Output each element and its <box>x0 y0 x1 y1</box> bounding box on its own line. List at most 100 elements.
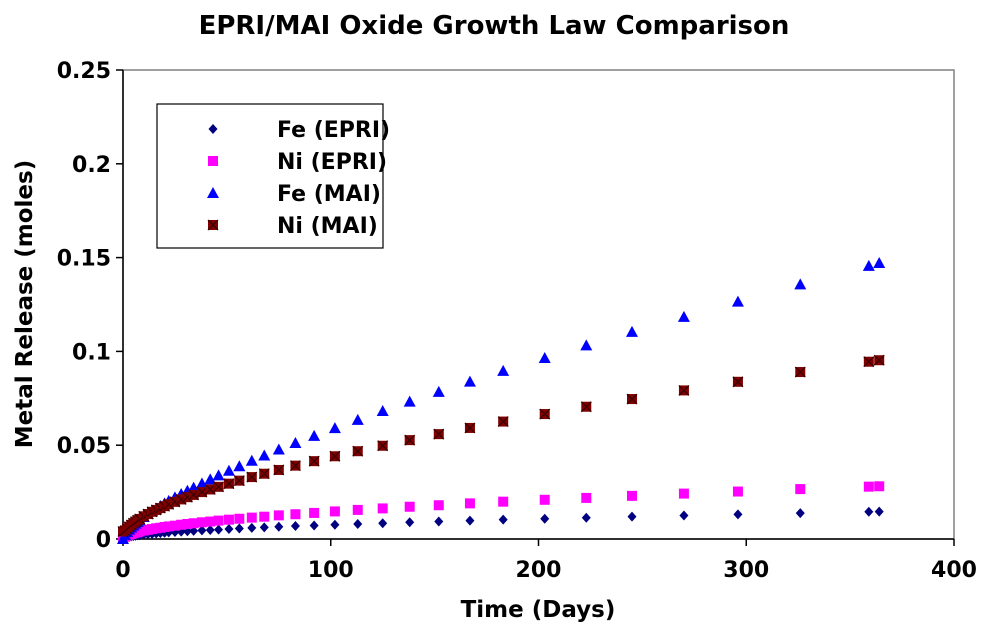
y-tick-label: 0.25 <box>57 59 111 84</box>
data-point <box>873 354 885 366</box>
data-point <box>197 525 207 536</box>
data-point <box>330 519 340 530</box>
data-point <box>403 395 416 407</box>
x-tick-label: 100 <box>308 558 354 583</box>
data-point <box>169 520 180 531</box>
data-point <box>222 464 235 476</box>
data-point <box>223 478 235 490</box>
legend-box <box>156 103 384 249</box>
data-point <box>223 514 234 525</box>
marker-cross <box>873 354 885 366</box>
marker-cross <box>207 219 219 231</box>
legend-marker <box>208 124 218 134</box>
data-point <box>204 473 217 485</box>
data-point <box>795 508 805 519</box>
data-point <box>289 436 302 448</box>
data-point <box>259 522 269 533</box>
data-point <box>272 443 285 455</box>
data-point <box>377 503 388 514</box>
y-axis-title: Metal Release (moles) <box>12 160 38 448</box>
data-point <box>731 295 744 307</box>
data-point <box>733 509 743 520</box>
data-point <box>274 521 284 532</box>
data-point <box>378 518 388 529</box>
data-point <box>234 523 244 534</box>
marker-cross <box>377 440 389 452</box>
data-point <box>498 496 509 507</box>
y-tick-label: 0.2 <box>72 153 111 178</box>
data-point <box>497 416 509 428</box>
data-point <box>233 475 245 487</box>
legend-label: Fe (EPRI) <box>277 118 390 143</box>
data-point <box>308 429 321 441</box>
data-point <box>233 460 246 472</box>
legend-marker <box>208 156 218 166</box>
data-point <box>464 422 476 434</box>
marker-cross <box>863 356 875 368</box>
data-point <box>246 471 258 483</box>
data-point <box>182 518 193 529</box>
data-point <box>205 516 216 527</box>
data-point <box>794 278 807 290</box>
data-point <box>679 510 689 521</box>
data-point <box>794 366 806 378</box>
data-point <box>195 477 208 489</box>
data-point <box>351 413 364 425</box>
data-point <box>580 401 592 413</box>
data-point <box>677 310 690 322</box>
data-point <box>464 498 475 509</box>
data-point <box>433 428 445 440</box>
marker-cross <box>273 464 285 476</box>
data-point <box>273 510 284 521</box>
marker-cross <box>678 384 690 396</box>
data-point <box>874 481 885 492</box>
y-tick-label: 0 <box>96 528 111 553</box>
data-point <box>328 422 341 434</box>
data-point <box>205 524 215 535</box>
data-point <box>176 519 187 530</box>
legend-marker <box>207 219 219 231</box>
data-point <box>873 257 886 269</box>
y-tick-label: 0.05 <box>57 434 111 459</box>
marker-cross <box>464 422 476 434</box>
data-point <box>376 405 389 417</box>
data-point <box>246 512 257 523</box>
data-point <box>258 468 270 480</box>
marker-cross <box>258 468 270 480</box>
data-point <box>626 393 638 405</box>
data-point <box>188 518 199 529</box>
data-point <box>224 524 234 535</box>
marker-cross <box>308 455 320 467</box>
data-point <box>309 520 319 531</box>
series-1 <box>118 481 885 544</box>
data-point <box>245 454 258 466</box>
data-point <box>405 517 415 528</box>
data-point <box>289 460 301 472</box>
data-point <box>626 490 637 501</box>
marker-cross <box>223 478 235 490</box>
data-point <box>329 450 341 462</box>
data-point <box>434 516 444 527</box>
data-point <box>538 351 551 363</box>
data-point <box>352 504 363 515</box>
marker-cross <box>539 408 551 420</box>
data-point <box>539 408 551 420</box>
data-point <box>581 512 591 523</box>
data-point <box>213 515 224 526</box>
data-point <box>273 464 285 476</box>
plot-area: 0 0.05 0.1 0.15 0.2 0.25 0 100 200 300 400 <box>57 59 977 583</box>
data-point <box>432 385 445 397</box>
x-tick-label: 200 <box>516 558 562 583</box>
data-point <box>497 364 510 376</box>
data-point <box>309 507 320 518</box>
data-point <box>580 339 593 351</box>
marker-cross <box>626 393 638 405</box>
data-point <box>625 325 638 337</box>
y-tick-label: 0.1 <box>72 340 111 365</box>
data-point <box>732 376 744 388</box>
data-point <box>163 521 174 532</box>
data-point <box>732 486 743 497</box>
data-point <box>290 521 300 532</box>
data-point <box>258 449 271 461</box>
data-point <box>213 481 225 493</box>
